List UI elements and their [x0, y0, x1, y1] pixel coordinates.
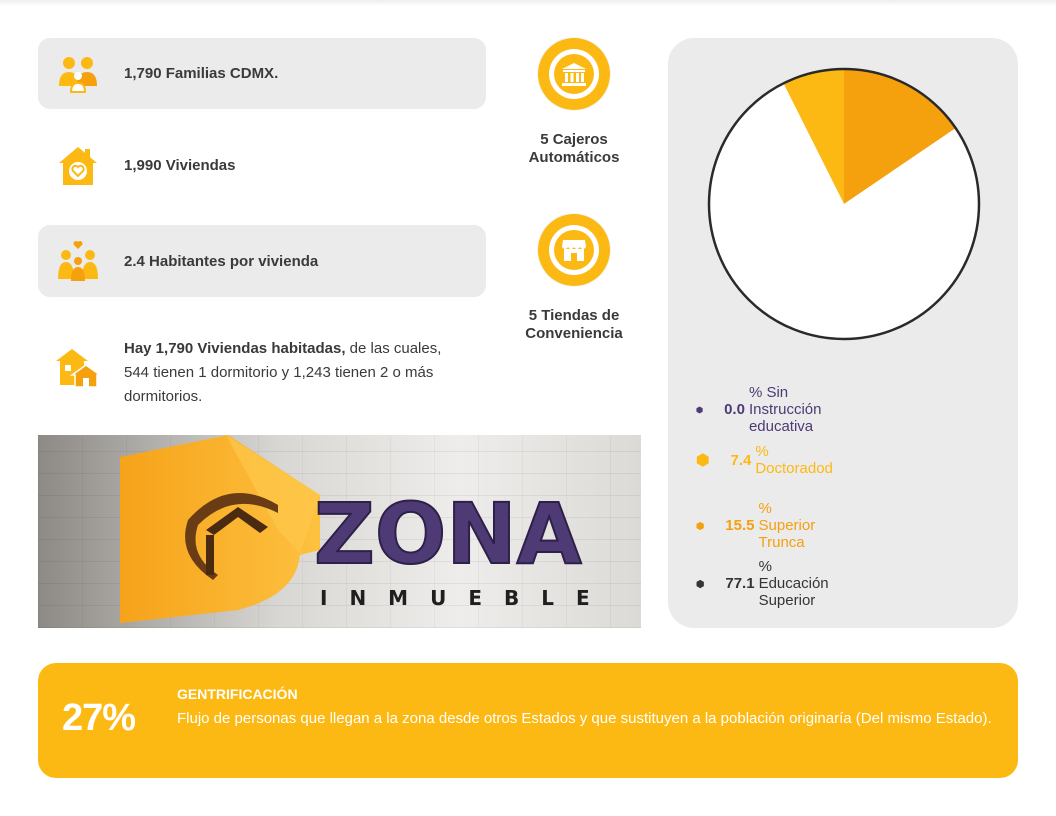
legend-label: % Educación Superior [758, 558, 829, 609]
legend-marker-icon [696, 405, 703, 414]
legend-label: % Sin Instrucción educativa [748, 384, 822, 435]
brand-logo: ZONA INMUEBLE [120, 435, 612, 623]
gentrification-description: Flujo de personas que llegan a la zona d… [177, 710, 992, 727]
legend-marker-icon [696, 579, 704, 588]
legend-marker-icon [696, 521, 704, 530]
store-icon [562, 240, 586, 261]
legend-item: 7.4% Doctoradod [696, 443, 835, 477]
amenity-badge [538, 38, 610, 110]
family-icon [59, 56, 97, 93]
pie-slice-3 [844, 69, 956, 204]
legend-item: 77.1% Educación Superior [696, 558, 836, 609]
brand-subtitle: INMUEBLE [320, 586, 612, 610]
legend-marker-icon [696, 453, 709, 467]
gentrification-percent: 27% [62, 697, 136, 739]
legend-value: 7.4 [730, 451, 752, 469]
viviendas-label: 1,990 Viviendas [124, 157, 236, 174]
description-rest: de las cuales, 544 tienen 1 dormitorio y… [124, 340, 442, 405]
habitantes-label: 2.4 Habitantes por vivienda [124, 252, 319, 270]
legend-value: 15.5 [725, 517, 755, 534]
familias-label: 1,790 Familias CDMX. [124, 65, 279, 82]
house-heart-icon [59, 146, 97, 185]
legend-label: % Doctoradod [755, 443, 833, 477]
houses-icon [56, 349, 100, 388]
legend-item: 15.5% Superior Trunca [696, 500, 823, 551]
legend-item: 0.0% Sin Instrucción educativa [696, 384, 830, 435]
stat-familias: 1,790 Familias CDMX. [38, 38, 486, 109]
pie-slice-2 [783, 69, 844, 204]
viviendas-description: Hay 1,790 Viviendas habitadas, de las cu… [124, 337, 444, 409]
legend-value: 0.0 [724, 401, 745, 418]
pie-slice-4 [709, 83, 979, 339]
gentrification-banner: 27% GENTRIFICACIÓN Flujo de personas que… [38, 663, 1018, 778]
amenity-tiendas: 5 Tiendas de Conveniencia [499, 214, 649, 343]
legend-value: 77.1 [725, 575, 755, 592]
amenity-badge [538, 214, 610, 286]
stat-habitantes: 2.4 Habitantes por vivienda [38, 225, 486, 297]
top-divider [0, 0, 1056, 6]
education-chart-panel: 0.0% Sin Instrucción educativa 7.4% Docto… [668, 38, 1018, 628]
brand-sign-photo: ZONA INMUEBLE [38, 435, 641, 628]
description-bold: Hay 1,790 Viviendas habitadas, [124, 340, 346, 357]
legend-label: % Superior Trunca [758, 500, 816, 551]
people-heart-icon [58, 241, 98, 281]
pie-outline [707, 67, 981, 341]
education-pie-chart [707, 67, 981, 341]
amenity-label: 5 Tiendas de Conveniencia [525, 307, 623, 342]
amenity-cajeros: 5 Cajeros Automáticos [499, 38, 649, 167]
gentrification-title: GENTRIFICACIÓN [177, 686, 298, 702]
bank-icon [562, 63, 586, 86]
stat-viviendas: 1,990 Viviendas [38, 130, 486, 201]
amenity-label: 5 Cajeros Automáticos [528, 131, 620, 166]
brand-name: ZONA [314, 485, 582, 583]
